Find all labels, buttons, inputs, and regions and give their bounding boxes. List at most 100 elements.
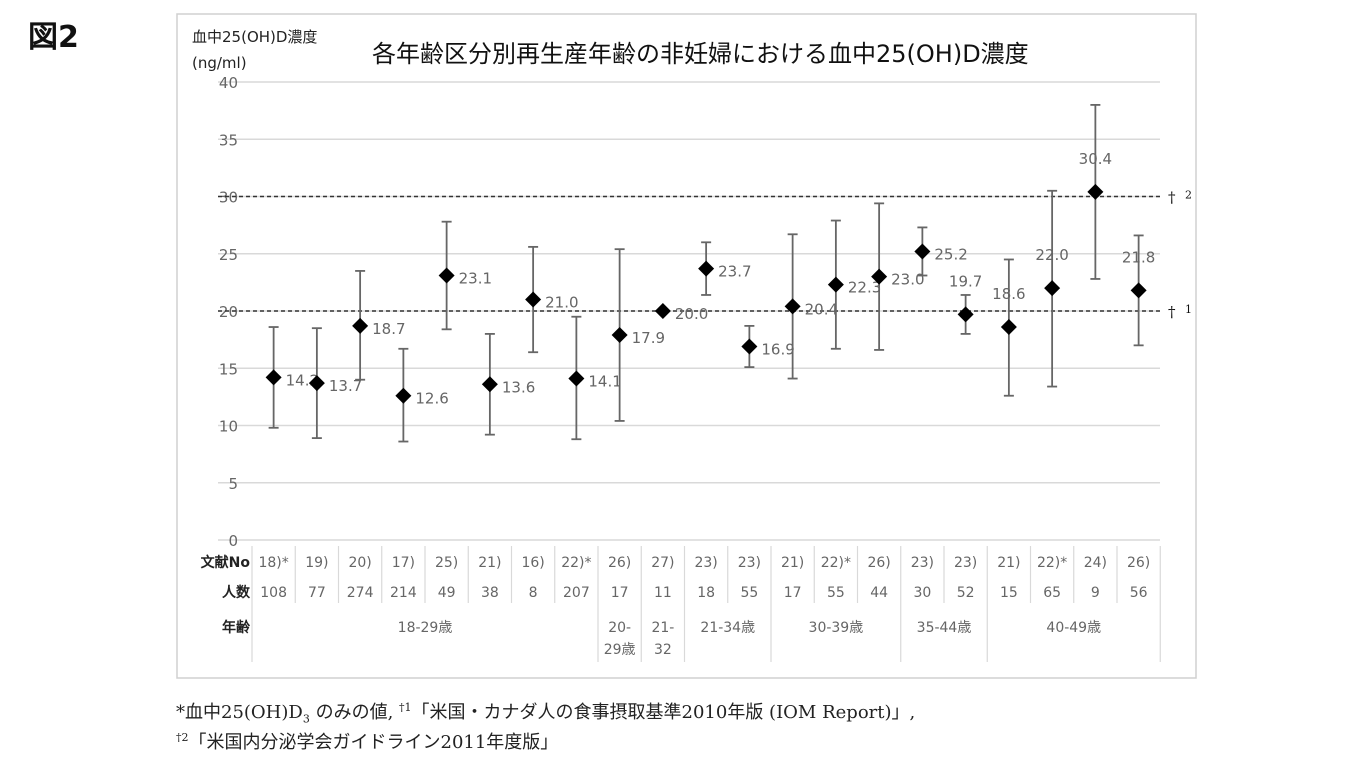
table-age-cell: 18-29歳 [398,620,453,636]
y-axis-unit: (ng/ml) [192,54,247,72]
footnote-text: *血中25(OH)D [176,702,303,723]
table-ref-cell: 20) [348,555,371,571]
data-point-marker [1000,319,1017,336]
data-label: 23.1 [459,270,492,288]
data-point-marker [481,376,498,393]
table-ref-cell: 21) [478,555,501,571]
footnote-dagger: †2 [176,731,189,744]
table-ref-cell: 16) [521,555,544,571]
table-row-label-refs: 文献No [201,554,251,571]
chart-title: 各年齢区分別再生産年齢の非妊婦における血中25(OH)D濃度 [372,40,1029,68]
footnote-text: 「米国・カナダ人の食事摂取基準2010年版 (IOM Report)」, [411,702,916,723]
data-point-marker [438,267,455,284]
data-label: 14.1 [588,373,621,391]
table-age-cell: 40-49歳 [1046,620,1101,636]
table-n-cell: 77 [308,585,326,601]
table-n-cell: 214 [390,585,417,601]
table-n-cell: 49 [438,585,456,601]
data-point-marker [395,387,412,404]
data-label: 13.7 [329,377,362,395]
reference-line-label: † [1168,303,1176,321]
table-ref-cell: 23) [954,555,977,571]
data-label: 18.6 [992,285,1025,303]
table-row-label-n: 人数 [222,584,251,601]
y-axis-title: 血中25(OH)D濃度 [192,28,317,46]
data-point-marker [871,268,888,285]
data-label: 22.0 [1035,246,1068,264]
y-tick-label: 40 [219,74,238,92]
data-point-marker [265,369,282,386]
data-point-marker [525,291,542,308]
y-tick-label: 15 [219,360,238,378]
data-point-marker [698,260,715,277]
data-point-marker [1044,280,1061,297]
table-ref-cell: 27) [651,555,674,571]
data-point-marker [914,243,931,260]
table-ref-cell: 22)* [1037,555,1067,571]
data-label: 21.0 [545,294,578,312]
table-age-cell: 35-44歳 [917,620,972,636]
data-point-marker [827,276,844,293]
table-age-cell: 30-39歳 [809,620,864,636]
table-ref-cell: 23) [738,555,761,571]
table-ref-cell: 26) [608,555,631,571]
data-point-marker [352,317,369,334]
y-tick-label: 35 [219,131,238,149]
table-n-cell: 18 [697,585,715,601]
reference-line-sup: 1 [1185,303,1192,316]
table-age-cell: 20- [608,620,631,636]
table-n-cell: 207 [563,585,590,601]
figure-label: 図2 [28,20,79,55]
footnote-dagger: †1 [399,701,412,714]
data-point-marker [611,327,628,344]
data-label: 13.6 [502,378,535,396]
y-tick-label: 10 [219,418,238,436]
table-n-cell: 38 [481,585,499,601]
table-n-cell: 17 [784,585,802,601]
table-age-cell: 21- [651,620,674,636]
table-n-cell: 274 [347,585,374,601]
footnote-text: 「米国内分泌学会ガイドライン2011年度版」 [188,732,559,753]
table-age-cell: 29歳 [604,642,636,658]
table-ref-cell: 25) [435,555,458,571]
data-label: 16.9 [761,340,794,358]
table-ref-cell: 22)* [561,555,591,571]
table-ref-cell: 22)* [821,555,851,571]
table-n-cell: 17 [611,585,629,601]
data-point-marker [1130,282,1147,299]
table-ref-cell: 19) [305,555,328,571]
reference-line-label: † [1168,189,1176,207]
table-ref-cell: 26) [1127,555,1150,571]
plot-frame [176,13,1197,679]
data-label: 20.0 [675,305,708,323]
data-label: 23.7 [718,263,751,281]
table-n-cell: 11 [654,585,672,601]
data-label: 18.7 [372,320,405,338]
data-label: 20.4 [805,300,838,318]
table-ref-cell: 24) [1084,555,1107,571]
footnote-line-2: †2「米国内分泌学会ガイドライン2011年度版」 [176,728,558,754]
data-point-marker [1087,183,1104,200]
data-point-marker [784,298,801,315]
data-label: 30.4 [1079,150,1112,168]
table-ref-cell: 23) [911,555,934,571]
table-ref-cell: 18)* [258,555,288,571]
data-label: 12.6 [415,390,448,408]
y-tick-label: 20 [219,303,238,321]
data-label: 21.8 [1122,248,1155,266]
table-n-cell: 44 [870,585,888,601]
table-ref-cell: 26) [867,555,890,571]
y-tick-label: 25 [219,246,238,264]
table-ref-cell: 21) [997,555,1020,571]
table-n-cell: 56 [1130,585,1148,601]
data-label: 23.0 [891,271,924,289]
data-label: 17.9 [632,329,665,347]
data-point-marker [654,303,671,319]
data-label: 25.2 [934,245,967,263]
table-n-cell: 55 [740,585,758,601]
table-n-cell: 30 [913,585,931,601]
y-tick-label: 0 [228,532,238,550]
table-age-cell: 21-34歳 [700,620,755,636]
table-n-cell: 65 [1043,585,1061,601]
